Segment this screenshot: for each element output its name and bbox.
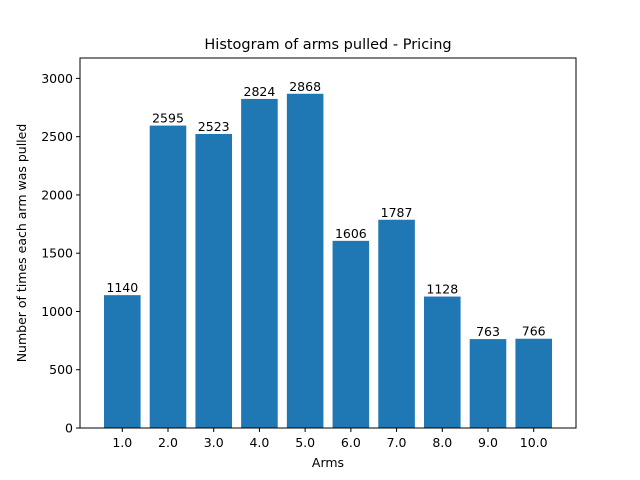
bar-8.0: [424, 296, 461, 428]
bar-9.0: [469, 339, 507, 428]
y-axis-label: Number of times each arm was pulled: [14, 124, 29, 363]
bar-5.0: [286, 93, 324, 429]
y-tick-label-3000: 3000: [41, 71, 73, 86]
y-tick-label-0: 0: [65, 421, 73, 436]
bar-4.0: [241, 98, 278, 429]
data-label-4.0: 2824: [244, 84, 276, 99]
x-tick-label-10.0: 10.0: [520, 435, 548, 450]
x-tick-label-3.0: 3.0: [204, 435, 224, 450]
x-tick-label-1.0: 1.0: [112, 435, 132, 450]
data-label-1.0: 1140: [106, 280, 138, 295]
data-label-5.0: 2868: [289, 79, 321, 94]
x-tick-label-9.0: 9.0: [478, 435, 498, 450]
data-labels-group: 1140 2595 2523 2824 2868 1606 1787 1128 763 766: [106, 79, 545, 339]
y-tick-label-1500: 1500: [41, 246, 73, 261]
y-axis-ticks: 0 500 1000 1500 2000 2500 3000: [41, 71, 80, 436]
x-tick-label-2.0: 2.0: [158, 435, 178, 450]
x-tick-label-4.0: 4.0: [249, 435, 269, 450]
y-tick-label-500: 500: [49, 362, 73, 377]
bar-1.0: [104, 295, 141, 428]
x-tick-label-5.0: 5.0: [295, 435, 315, 450]
y-tick-label-2500: 2500: [41, 129, 73, 144]
y-tick-label-1000: 1000: [41, 304, 73, 319]
plot-frame: [79, 57, 577, 429]
x-axis-ticks: 1.0 2.0 3.0 4.0 5.0 6.0 7.0 8.0 9.0 10.0: [112, 428, 548, 450]
x-tick-label-8.0: 8.0: [432, 435, 452, 450]
data-label-8.0: 1128: [426, 282, 458, 297]
bar-6.0: [332, 240, 370, 428]
x-axis-label: Arms: [312, 455, 344, 470]
y-tick-label-2000: 2000: [41, 187, 73, 202]
data-label-7.0: 1787: [381, 205, 413, 220]
data-label-10.0: 766: [522, 324, 546, 339]
bar-7.0: [378, 219, 415, 428]
chart-title: Histogram of arms pulled - Pricing: [204, 37, 451, 53]
bar-2.0: [149, 125, 187, 429]
x-tick-label-7.0: 7.0: [387, 435, 407, 450]
x-tick-label-6.0: 6.0: [341, 435, 361, 450]
bar-3.0: [195, 133, 232, 428]
data-label-9.0: 763: [476, 324, 500, 339]
bars-group: [104, 93, 552, 429]
bar-10.0: [515, 338, 552, 428]
data-label-6.0: 1606: [335, 226, 367, 241]
data-label-2.0: 2595: [152, 111, 184, 126]
data-label-3.0: 2523: [198, 119, 230, 134]
